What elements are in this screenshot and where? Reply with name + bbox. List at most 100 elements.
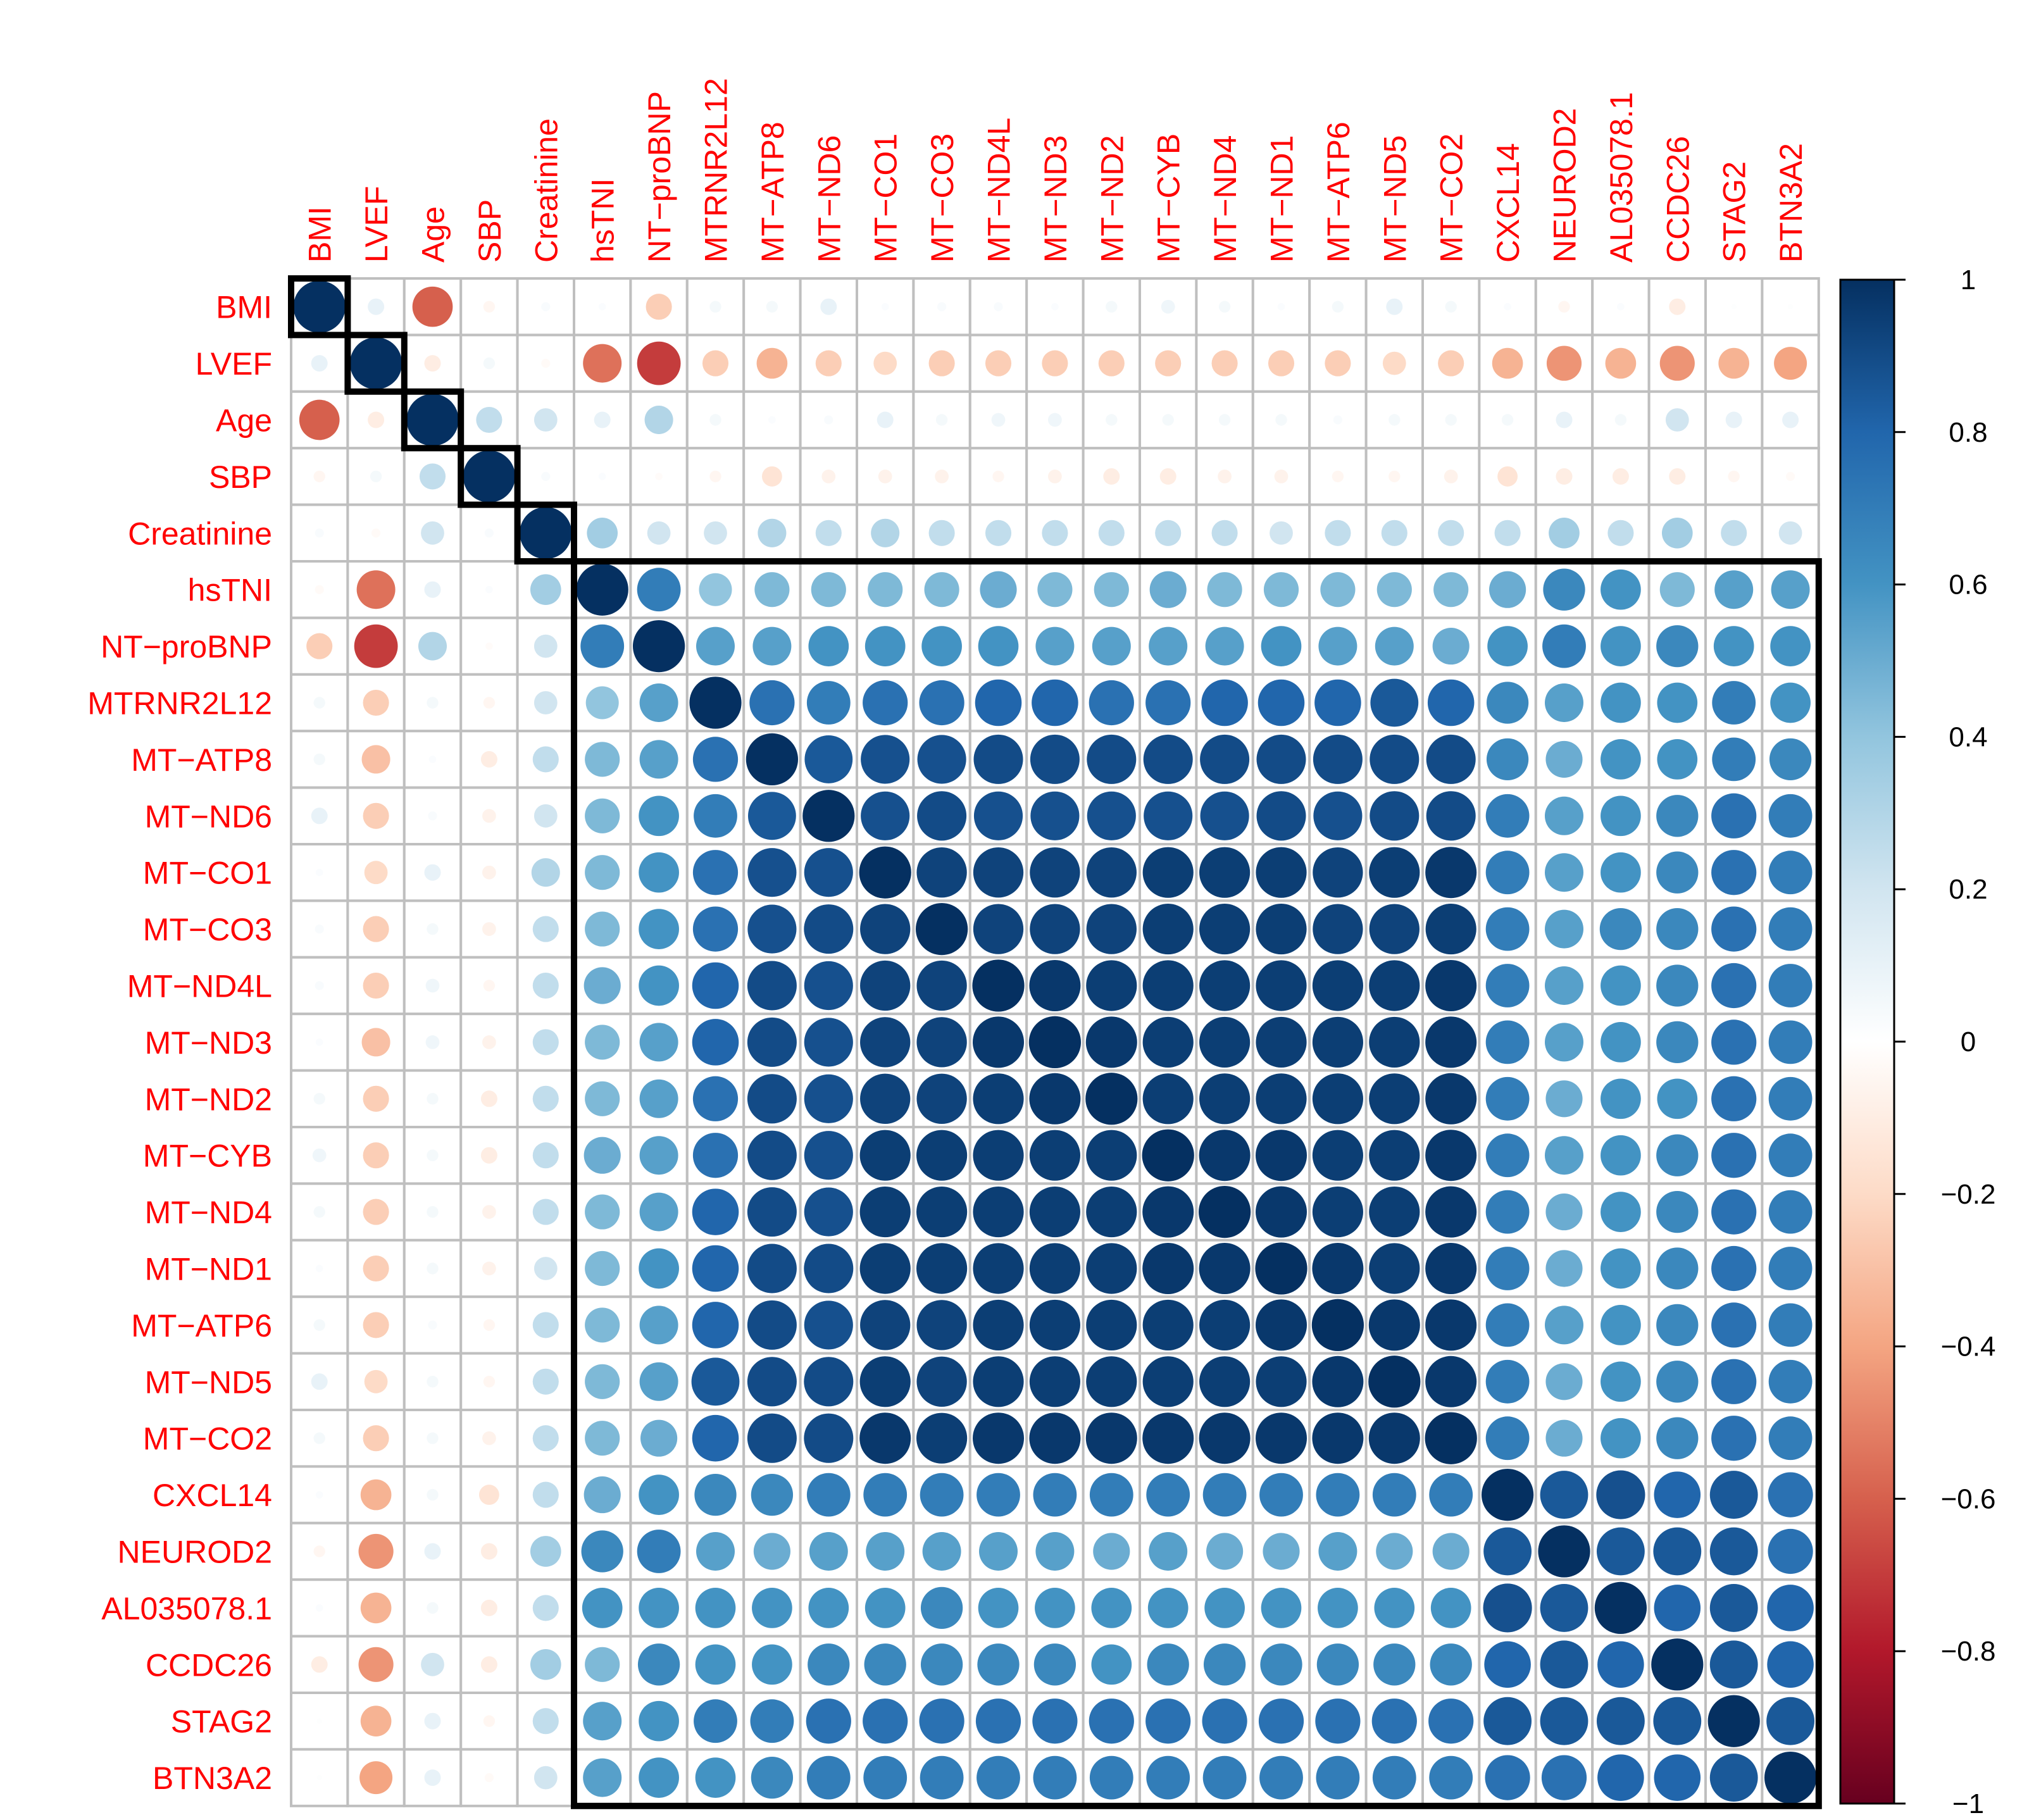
correlation-circle xyxy=(1485,851,1530,895)
correlation-circle xyxy=(1263,1533,1300,1570)
correlation-circle xyxy=(311,1373,328,1390)
correlation-circle xyxy=(1768,1528,1813,1574)
correlation-circle xyxy=(1601,569,1641,610)
correlation-circle xyxy=(1030,734,1080,784)
correlation-circle xyxy=(935,414,948,426)
correlation-circle xyxy=(576,563,628,616)
correlation-circle xyxy=(1313,791,1363,840)
correlation-circle xyxy=(752,1644,792,1685)
correlation-circle xyxy=(480,751,497,768)
correlation-circle xyxy=(1369,1130,1420,1181)
correlation-circle xyxy=(1545,1080,1583,1118)
correlation-circle xyxy=(1768,1190,1813,1234)
correlation-circle xyxy=(824,415,833,425)
correlation-circle xyxy=(1545,853,1583,892)
correlation-circle xyxy=(864,1588,906,1628)
row-label: MTRNR2L12 xyxy=(87,686,272,721)
correlation-circle xyxy=(1540,1697,1588,1745)
correlation-circle xyxy=(1538,1525,1590,1578)
correlation-circle xyxy=(808,1588,849,1628)
correlation-circle xyxy=(1768,1133,1813,1178)
correlation-circle xyxy=(915,902,968,956)
correlation-circle xyxy=(709,414,721,426)
correlation-circle xyxy=(520,507,572,559)
correlation-circle xyxy=(1029,1073,1081,1125)
correlation-circle xyxy=(975,679,1022,726)
column-label: CCDC26 xyxy=(1660,136,1695,263)
correlation-circle xyxy=(1540,1583,1588,1632)
correlation-circle xyxy=(1087,791,1136,840)
correlation-circle xyxy=(804,1300,853,1350)
correlation-circle xyxy=(482,809,496,823)
correlation-circle xyxy=(1142,1073,1194,1125)
correlation-circle xyxy=(363,1255,389,1282)
correlation-circle xyxy=(859,846,911,899)
correlation-circle xyxy=(480,1656,497,1673)
row-label: MT−ATP8 xyxy=(131,742,272,778)
correlation-circle xyxy=(1028,1016,1082,1069)
correlation-circle xyxy=(639,1079,678,1118)
correlation-circle xyxy=(1256,847,1307,898)
correlation-circle xyxy=(418,632,447,661)
correlation-circle xyxy=(1200,734,1250,784)
correlation-circle xyxy=(1373,1643,1416,1686)
correlation-circle xyxy=(1218,301,1231,313)
correlation-circle xyxy=(1764,1751,1817,1804)
correlation-circle xyxy=(973,847,1024,898)
correlation-circle xyxy=(359,1761,393,1795)
correlation-circle xyxy=(1142,847,1194,898)
correlation-circle xyxy=(1556,411,1573,428)
cluster-rectangles xyxy=(288,275,1822,1809)
correlation-circle xyxy=(532,1312,559,1338)
correlation-circle xyxy=(747,1187,797,1237)
correlation-circle xyxy=(1029,1412,1081,1464)
correlation-circle xyxy=(1263,572,1299,608)
correlation-circle xyxy=(916,847,967,898)
row-label: NT−proBNP xyxy=(101,629,272,664)
correlation-circle xyxy=(1425,1186,1477,1238)
correlation-circle xyxy=(1085,1073,1138,1125)
correlation-circle xyxy=(1483,1527,1532,1576)
correlation-circle xyxy=(978,1588,1019,1628)
correlation-circle xyxy=(1318,626,1357,666)
column-label: AL035078.1 xyxy=(1604,92,1639,263)
correlation-circle xyxy=(585,1194,620,1230)
correlation-circle xyxy=(916,960,967,1011)
correlation-circle xyxy=(428,1320,437,1330)
correlation-circle xyxy=(866,1532,905,1571)
correlation-circle xyxy=(1485,1416,1530,1461)
correlation-circle xyxy=(1504,302,1511,311)
correlation-circle xyxy=(315,981,324,990)
correlation-circle xyxy=(1159,468,1176,485)
correlation-circle xyxy=(994,302,1003,311)
correlation-circle xyxy=(1211,350,1238,377)
correlation-circle xyxy=(861,791,910,840)
correlation-circle xyxy=(1029,959,1081,1012)
correlation-circle xyxy=(756,347,788,379)
correlation-circle xyxy=(1657,682,1698,723)
correlation-circle xyxy=(977,1643,1020,1686)
row-label: MT−CO2 xyxy=(143,1421,272,1457)
column-label: MT−ND4 xyxy=(1208,135,1243,263)
correlation-circle xyxy=(1312,1016,1363,1068)
correlation-circle xyxy=(702,350,729,377)
correlation-circle xyxy=(534,1766,558,1790)
correlation-circle xyxy=(583,1758,622,1797)
correlation-circle xyxy=(859,1130,911,1181)
correlation-circle xyxy=(1661,517,1693,549)
correlation-circle xyxy=(532,1029,559,1056)
colorbar: 1 0.8 0.6 0.4 0.2 0 −0.2 −0.4 −0.6 −0.8 −1 xyxy=(1839,265,1995,1819)
correlation-circle xyxy=(1155,350,1182,377)
correlation-circle xyxy=(639,909,679,949)
correlation-circle xyxy=(863,1698,908,1744)
correlation-circle xyxy=(637,341,681,385)
correlation-circle xyxy=(1199,847,1251,898)
correlation-circle xyxy=(368,298,385,315)
correlation-circle xyxy=(1785,471,1795,482)
correlation-circle xyxy=(1369,1016,1420,1068)
correlation-circle xyxy=(427,1376,439,1388)
correlation-circle xyxy=(463,450,516,503)
column-label: MT−ATP6 xyxy=(1321,122,1356,263)
correlation-circle xyxy=(1709,1527,1758,1576)
correlation-circle xyxy=(424,581,441,598)
